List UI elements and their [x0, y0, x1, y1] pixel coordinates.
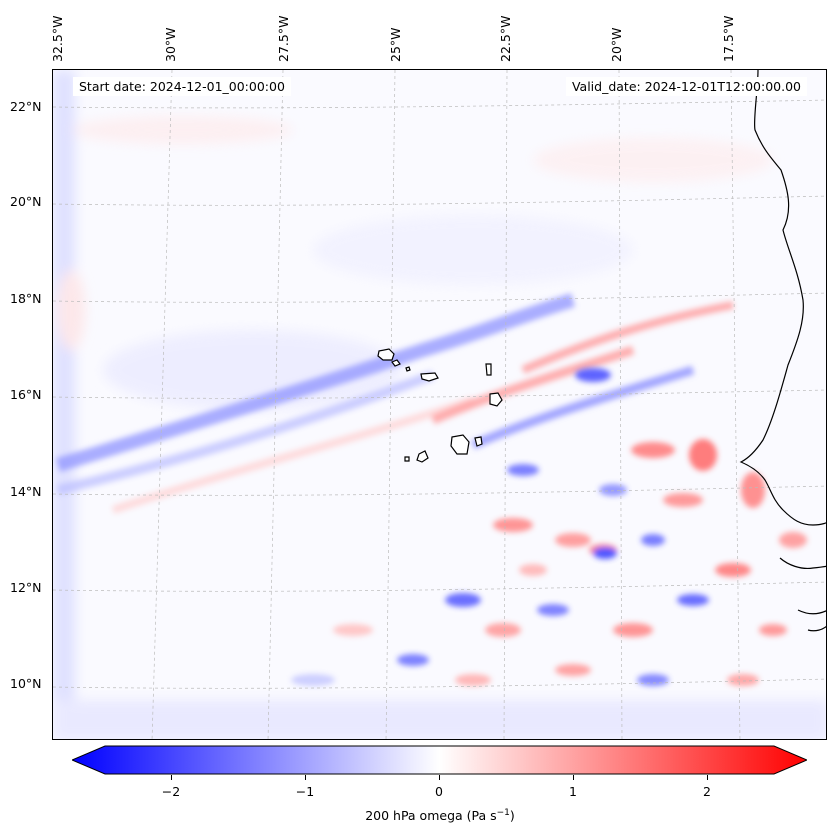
- colorbar-label-close: ): [509, 808, 515, 824]
- colorbar-tickmark-2: [707, 775, 708, 780]
- lat-label-16n: 16°N: [10, 387, 42, 402]
- lon-label-17-5w: 17.5°W: [721, 15, 736, 62]
- lat-label-22n: 22°N: [10, 99, 42, 114]
- colorbar-tickmark-0: [439, 775, 440, 780]
- coastline: [739, 70, 826, 632]
- lat-label-12n: 12°N: [10, 580, 42, 595]
- colorbar-tick-0: 0: [435, 784, 443, 799]
- lon-label-22-5w: 22.5°W: [498, 15, 513, 62]
- lat-label-20n: 20°N: [10, 194, 42, 209]
- lon-label-32-5w: 32.5°W: [50, 15, 65, 62]
- lat-label-18n: 18°N: [10, 291, 42, 306]
- colorbar-label-text: 200 hPa omega (Pa s: [365, 808, 497, 824]
- map-panel[interactable]: [52, 69, 827, 740]
- lon-label-20w: 20°W: [609, 27, 624, 62]
- lon-label-27-5w: 27.5°W: [276, 15, 291, 62]
- colorbar-tickmark-neg2: [171, 775, 172, 780]
- lon-label-25w: 25°W: [388, 27, 403, 62]
- colorbar-tick-neg2: −2: [161, 784, 181, 799]
- omega-field: [53, 70, 826, 739]
- colorbar-tick-neg1: −1: [295, 784, 315, 799]
- colorbar-gradient: [70, 745, 809, 775]
- colorbar-tick-2: 2: [703, 784, 711, 799]
- lat-label-10n: 10°N: [10, 676, 42, 691]
- colorbar-tick-1: 1: [569, 784, 577, 799]
- lat-label-14n: 14°N: [10, 484, 42, 499]
- colorbar-tickmark-1: [573, 775, 574, 780]
- colorbar-tickmark-neg1: [305, 775, 306, 780]
- colorbar: [70, 745, 809, 775]
- cape-verde-islands: [377, 348, 503, 463]
- colorbar-label: 200 hPa omega (Pa s−1): [0, 808, 837, 823]
- start-date-label: Start date: 2024-12-01_00:00:00: [73, 77, 291, 96]
- valid-date-label: Valid_date: 2024-12-01T12:00:00.00: [565, 77, 807, 96]
- lon-label-30w: 30°W: [163, 27, 178, 62]
- graticule: [53, 70, 826, 739]
- colorbar-label-sup: −1: [496, 808, 510, 818]
